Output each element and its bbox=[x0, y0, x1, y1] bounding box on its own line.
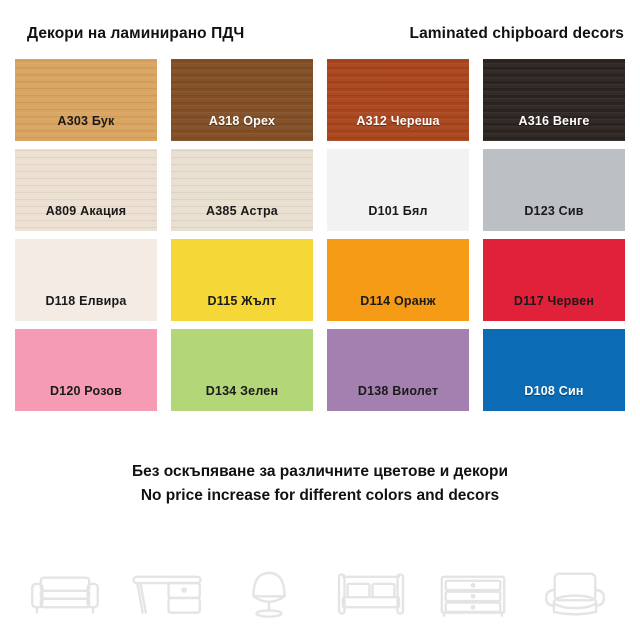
tagline-bg: Без оскъпяване за различните цветове и д… bbox=[131, 463, 509, 480]
wood-grain-texture bbox=[327, 59, 469, 141]
bed-icon bbox=[332, 560, 410, 628]
decor-swatch[interactable]: D114 Оранж bbox=[327, 239, 469, 321]
wood-grain-texture bbox=[171, 149, 313, 231]
wood-grain-texture bbox=[171, 59, 313, 141]
decor-swatch-label: D108 Син bbox=[524, 384, 584, 398]
decor-swatch-label: A316 Венге bbox=[518, 114, 590, 128]
decor-swatch[interactable]: D101 Бял bbox=[327, 149, 469, 231]
decor-swatch-label: A809 Акация bbox=[45, 204, 127, 218]
page-title-en: Laminated chipboard decors bbox=[409, 25, 624, 42]
decor-swatch-label: A318 Орех bbox=[208, 114, 276, 128]
decor-swatch[interactable]: A385 Астра bbox=[171, 149, 313, 231]
wood-grain-texture bbox=[483, 59, 625, 141]
egg-chair-icon bbox=[230, 560, 308, 628]
decor-swatch-label: D117 Червен bbox=[513, 294, 595, 308]
decor-swatch[interactable]: D108 Син bbox=[483, 329, 625, 411]
decor-swatch[interactable]: A303 Бук bbox=[15, 59, 157, 141]
sofa-icon bbox=[26, 560, 104, 628]
armchair-icon bbox=[536, 560, 614, 628]
decor-swatch-label: D115 Жълт bbox=[207, 294, 277, 308]
wood-grain-texture bbox=[15, 149, 157, 231]
page-title-bg: Декори на ламинирано ПДЧ bbox=[27, 25, 245, 42]
wood-grain-texture bbox=[15, 59, 157, 141]
decor-swatch[interactable]: A316 Венге bbox=[483, 59, 625, 141]
decor-swatch-label: D138 Виолет bbox=[357, 384, 439, 398]
decor-swatch-label: D118 Елвира bbox=[45, 294, 127, 308]
decor-swatch-label: D114 Оранж bbox=[360, 294, 436, 308]
decor-swatch[interactable]: D134 Зелен bbox=[171, 329, 313, 411]
decor-swatch[interactable]: A318 Орех bbox=[171, 59, 313, 141]
decor-swatch[interactable]: D115 Жълт bbox=[171, 239, 313, 321]
decor-swatch-label: D101 Бял bbox=[368, 204, 428, 218]
page-header: Декори на ламинирано ПДЧ Laminated chipb… bbox=[0, 0, 640, 55]
decor-swatch[interactable]: A312 Череша bbox=[327, 59, 469, 141]
decor-swatch[interactable]: D118 Елвира bbox=[15, 239, 157, 321]
decor-swatch[interactable]: A809 Акация bbox=[15, 149, 157, 231]
decor-swatch-label: A312 Череша bbox=[356, 114, 440, 128]
desk-icon bbox=[128, 560, 206, 628]
decor-swatch-grid: A303 Бук A318 Орех A312 Череша A316 Венге A8… bbox=[15, 59, 625, 411]
decor-swatch[interactable]: D120 Розов bbox=[15, 329, 157, 411]
decor-swatch-label: D120 Розов bbox=[49, 384, 123, 398]
decor-swatch-label: D134 Зелен bbox=[205, 384, 279, 398]
decor-swatch-label: A385 Астра bbox=[206, 204, 278, 218]
decor-swatch[interactable]: D117 Червен bbox=[483, 239, 625, 321]
decor-swatch[interactable]: D123 Сив bbox=[483, 149, 625, 231]
decor-swatch-label: A303 Бук bbox=[57, 114, 115, 128]
decor-swatch-label: D123 Сив bbox=[524, 204, 584, 218]
furniture-icon-row bbox=[0, 548, 640, 640]
tagline-en: No price increase for different colors a… bbox=[140, 487, 500, 504]
decor-swatch[interactable]: D138 Виолет bbox=[327, 329, 469, 411]
dresser-icon bbox=[434, 560, 512, 628]
